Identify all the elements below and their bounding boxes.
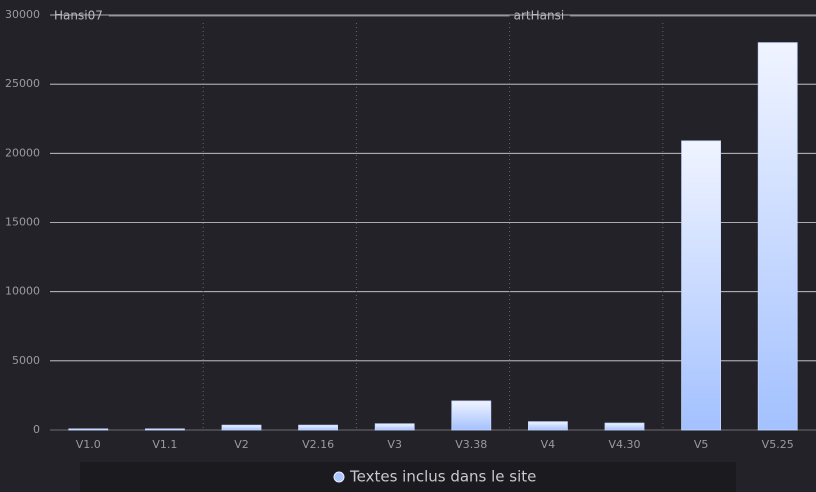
x-tick-label: V2 [234,438,249,451]
x-tick-label: V3 [387,438,402,451]
x-tick-label: V3.38 [455,438,487,451]
bar [757,42,798,431]
x-tick-label: V2.16 [302,438,334,451]
y-tick-label: 15000 [5,216,40,229]
annotation: Hansi07 [54,9,103,23]
legend-label: Textes inclus dans le site [349,468,536,486]
annotation: artHansi [514,9,565,23]
bar [374,423,415,431]
x-tick-label: V5.25 [762,438,794,451]
bar [528,421,568,431]
legend-marker [333,471,345,483]
y-tick-label: 20000 [5,146,40,159]
bar [144,428,185,431]
bar [221,424,262,431]
bar [681,140,721,431]
x-tick-label: V1.1 [152,438,177,451]
y-tick-label: 10000 [5,285,40,298]
x-tick-label: V4.30 [608,438,640,451]
y-tick-label: 25000 [5,77,40,90]
x-tick-label: V4 [541,438,556,451]
bar [451,400,492,431]
x-tick-label: V5 [694,438,709,451]
legend-bg [80,462,736,492]
bar [68,428,109,431]
bar [298,424,339,431]
y-tick-label: 0 [33,423,40,436]
y-tick-label: 5000 [12,354,40,367]
x-tick-label: V1.0 [76,438,101,451]
bar [604,422,645,431]
y-tick-label: 30000 [5,8,40,21]
